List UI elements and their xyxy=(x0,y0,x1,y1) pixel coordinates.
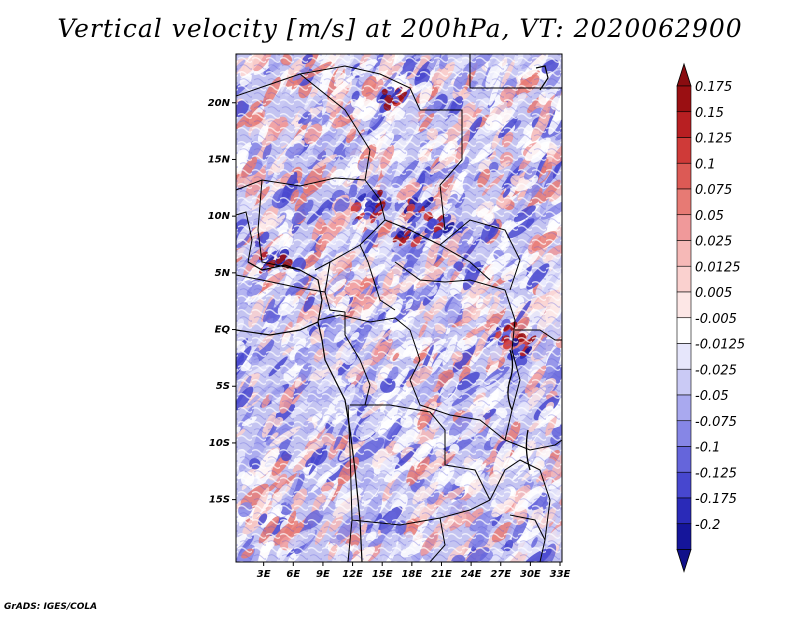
vertical-velocity-field xyxy=(236,54,562,562)
colorbar-under-triangle xyxy=(676,549,692,573)
map-title: Vertical velocity [m/s] at 200hPa, VT: 2… xyxy=(57,14,743,43)
colorbar-label: 0.125 xyxy=(695,132,732,147)
colorbar-swatch xyxy=(676,111,692,138)
colorbar-swatch xyxy=(676,394,692,422)
border-line xyxy=(507,349,514,411)
credit-label: GrADS: IGES/COLA xyxy=(4,602,98,612)
colorbar-label: -0.175 xyxy=(695,492,737,507)
colorbar-swatch xyxy=(676,188,692,216)
colorbar-swatch xyxy=(676,317,692,344)
colorbar-label: -0.0125 xyxy=(695,338,745,353)
lon-tick-label: 33E xyxy=(550,569,571,580)
country-borders xyxy=(236,54,562,562)
map-frame xyxy=(235,53,563,563)
lat-tick-label: 5S xyxy=(216,381,230,392)
lon-tick-label: 6E xyxy=(286,569,300,580)
border-line xyxy=(509,514,546,562)
lon-tick-label: 18E xyxy=(401,569,422,580)
latitude-axis: 20N 15N 10N 5N EQ 5S 10S 15S xyxy=(208,98,236,506)
border-line xyxy=(439,219,521,291)
lon-tick-label: 30E xyxy=(520,569,541,580)
border-line xyxy=(394,261,506,291)
lon-tick-label: 24E xyxy=(461,569,482,580)
colorbar-label: 0.075 xyxy=(695,183,732,198)
colorbar-label: 0.0125 xyxy=(695,260,741,275)
lon-tick-label: 15E xyxy=(372,569,393,580)
border-line xyxy=(236,65,381,97)
border-line xyxy=(350,404,491,501)
border-line xyxy=(344,312,371,406)
lat-tick-label: 15S xyxy=(209,495,230,506)
colorbar-label: 0.175 xyxy=(695,80,732,95)
colorbar-swatch xyxy=(676,265,692,293)
colorbar-label: -0.2 xyxy=(695,518,720,533)
colorbar-label: -0.075 xyxy=(695,415,737,430)
lon-tick-label: 12E xyxy=(342,569,363,580)
colorbar-swatch xyxy=(676,162,692,190)
colorbar-swatch xyxy=(676,471,692,499)
lat-tick-label: EQ xyxy=(215,325,231,336)
border-line xyxy=(236,211,253,263)
border-line xyxy=(314,179,386,271)
border-line xyxy=(489,459,551,541)
lat-tick-label: 5N xyxy=(215,268,231,279)
colorbar-swatch xyxy=(676,85,692,113)
lat-tick-label: 10N xyxy=(208,211,231,222)
colorbar-label: 0.005 xyxy=(695,286,732,301)
colorbar-label: -0.05 xyxy=(695,389,729,404)
border-line xyxy=(236,274,326,293)
colorbar-label: 0.05 xyxy=(695,209,724,224)
border-line xyxy=(299,73,371,181)
border-line xyxy=(525,429,531,471)
colorbar-label: -0.1 xyxy=(695,441,720,456)
border-line xyxy=(324,261,346,313)
colorbar-swatch xyxy=(676,343,692,370)
colorbar-swatch xyxy=(676,420,692,447)
lat-tick-label: 20N xyxy=(208,98,231,109)
lat-tick-label: 15N xyxy=(208,154,231,165)
coastline xyxy=(535,65,549,91)
lon-tick-label: 27E xyxy=(490,569,511,580)
border-line xyxy=(469,54,562,89)
colorbar: 0.175 0.15 0.125 0.1 0.075 0.05 0.025 0.0125 0.0… xyxy=(676,62,745,573)
border-line xyxy=(359,244,396,311)
border-line xyxy=(504,289,521,441)
border-line xyxy=(379,73,463,231)
longitude-axis: 3E 6E 9E 12E 15E 18E 21E 24E 27E 30E 33E xyxy=(257,562,571,580)
colorbar-label: -0.025 xyxy=(695,363,737,378)
colorbar-label: -0.125 xyxy=(695,466,737,481)
colorbar-label: 0.1 xyxy=(695,157,716,172)
border-line xyxy=(409,359,506,441)
lon-tick-label: 21E xyxy=(431,569,452,580)
colorbar-swatch xyxy=(676,291,692,319)
border-line xyxy=(515,329,562,341)
colorbar-over-triangle xyxy=(676,62,692,87)
colorbar-swatch xyxy=(676,497,692,525)
border-line xyxy=(236,177,366,191)
colorbar-swatch xyxy=(676,446,692,473)
coastline xyxy=(236,321,363,562)
lon-tick-label: 9E xyxy=(316,569,330,580)
border-line xyxy=(429,517,446,562)
colorbar-swatch xyxy=(676,137,692,164)
lat-tick-label: 10S xyxy=(209,438,230,449)
border-line xyxy=(317,314,421,361)
colorbar-swatch xyxy=(676,240,692,267)
colorbar-swatch xyxy=(676,523,692,550)
colorbar-label: -0.005 xyxy=(695,312,737,327)
border-line xyxy=(504,439,562,451)
colorbar-label: 0.025 xyxy=(695,235,732,250)
lon-tick-label: 3E xyxy=(257,569,271,580)
field-texture xyxy=(236,54,562,562)
colorbar-swatch xyxy=(676,214,692,241)
colorbar-label: 0.15 xyxy=(695,106,724,121)
colorbar-swatch xyxy=(676,368,692,396)
coastline xyxy=(247,261,323,323)
